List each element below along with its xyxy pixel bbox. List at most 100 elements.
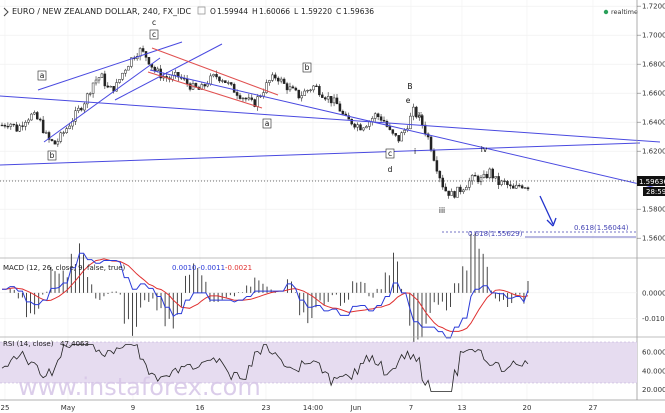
candle-body: [347, 115, 350, 120]
wave-label: ii: [418, 111, 422, 120]
candle-body: [115, 82, 118, 92]
candle-body: [447, 190, 450, 196]
candle-body: [274, 74, 277, 79]
candle-body: [235, 92, 239, 96]
candle-body: [56, 141, 60, 145]
price-tick-label: 1.58000: [642, 206, 665, 214]
candle-body: [288, 86, 292, 91]
candle-body: [465, 187, 468, 191]
ohlc-key: H: [252, 7, 258, 16]
candle-body: [12, 123, 16, 126]
candle-body: [83, 103, 86, 111]
candle-body: [476, 175, 480, 183]
projection-arrow-head: [546, 217, 557, 227]
wave-label-box: [302, 62, 312, 73]
ohlc-values: O 1.59944 H 1.60066 L 1.59220 C 1.59636: [210, 7, 374, 16]
wave-label-box: [385, 148, 395, 159]
wave-label: B: [407, 82, 412, 91]
settings-icon[interactable]: [197, 6, 206, 15]
ohlc-value: 1.60066: [259, 7, 290, 16]
time-tick-label: 20: [523, 404, 532, 412]
candle-body: [500, 180, 503, 185]
candle-body: [379, 116, 383, 121]
candle-body: [403, 129, 406, 133]
candle-body: [285, 83, 289, 91]
wave-label: iv: [481, 145, 488, 154]
candle-body: [467, 180, 471, 188]
time-tick-label: 25: [1, 404, 10, 412]
candle-body: [517, 184, 521, 187]
wedge-lower-line: [147, 71, 263, 109]
candle-body: [291, 86, 295, 89]
candle-body: [494, 176, 497, 179]
candle-body: [21, 125, 24, 127]
wedge-upper-line: [151, 47, 279, 96]
countdown-label: 28:59: [646, 188, 665, 196]
candle-body: [309, 89, 312, 91]
candle-body: [373, 113, 377, 119]
candle-body: [15, 124, 18, 132]
macd-panel: 0.0000 -0.0100: [0, 233, 665, 348]
candle-body: [153, 66, 157, 72]
candle-body: [332, 97, 336, 104]
price-axis[interactable]: 1.72000 1.70000 1.68000 1.66000 1.64000 1.620…: [637, 3, 665, 243]
rsi-panel: 60.0000 40.0000 20.0000: [1, 343, 665, 394]
candle-body: [362, 127, 365, 131]
candle-body: [326, 96, 330, 100]
time-tick-label: Jun: [350, 404, 362, 412]
candle-body: [412, 106, 415, 117]
candle-body: [6, 125, 10, 128]
candle-body: [276, 77, 280, 82]
candle-body: [409, 115, 412, 130]
candle-body: [444, 186, 447, 192]
wave-label-box: [262, 118, 272, 129]
candle-body: [394, 133, 398, 136]
candle-body: [212, 74, 215, 77]
candle-body: [353, 123, 356, 128]
candle-body: [485, 173, 489, 179]
macd-value-2: -0.0011: [198, 264, 225, 272]
candle-body: [415, 106, 418, 118]
candle-body: [227, 82, 230, 84]
time-tick-label: 9: [131, 404, 135, 412]
price-tick-label: 1.72000: [642, 3, 665, 11]
wave-label: b: [305, 63, 310, 72]
wave-label: c: [152, 18, 156, 27]
collapse-icon[interactable]: [3, 7, 9, 17]
candle-body: [38, 118, 42, 121]
candle-body: [438, 170, 442, 179]
candle-body: [256, 96, 259, 107]
candle-body: [335, 97, 339, 105]
candle-body: [24, 121, 27, 127]
candle-body: [50, 139, 54, 141]
macd-value-1: 0.0010: [172, 264, 197, 272]
fib-label-2: 0.618(1.55629): [468, 230, 523, 238]
trend-lines: [0, 41, 665, 238]
candle-body: [432, 150, 436, 161]
candle-body: [0, 124, 4, 127]
candle-body: [497, 176, 500, 185]
macd-tick-label: -0.0100: [642, 315, 665, 323]
price-tick-label: 1.64000: [642, 119, 665, 127]
candle-body: [482, 173, 486, 178]
candle-body: [526, 187, 530, 190]
candle-body: [68, 125, 71, 129]
time-tick-label: May: [61, 404, 75, 412]
wave-label-box: [149, 29, 159, 40]
candle-body: [479, 177, 483, 183]
candle-body: [130, 57, 133, 67]
candle-body: [209, 75, 212, 85]
candle-body: [33, 112, 36, 115]
macd-value-3: -0.0021: [225, 264, 252, 272]
rsi-title: RSI (14, close): [3, 340, 54, 348]
candle-body: [391, 129, 395, 134]
grid: [0, 0, 637, 400]
candle-body: [241, 97, 245, 100]
price-tick-label: 1.68000: [642, 61, 665, 69]
candle-body: [338, 103, 342, 112]
candle-body: [491, 168, 494, 179]
time-axis[interactable]: 25 May 9 16 23 14:00 Jun 7 13 20 27: [1, 404, 598, 412]
candle-body: [368, 121, 371, 127]
